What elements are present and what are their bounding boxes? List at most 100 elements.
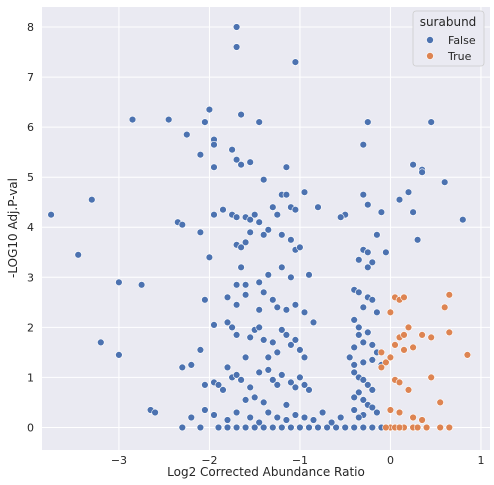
data-point: [350, 343, 358, 352]
data-point: [323, 423, 331, 432]
legend-label-true: True: [447, 50, 472, 63]
data-point: [273, 348, 281, 357]
data-point: [201, 381, 209, 389]
data-point: [395, 423, 404, 432]
data-point: [128, 115, 137, 124]
data-point: [291, 336, 300, 344]
data-point: [241, 291, 250, 299]
data-point: [223, 423, 232, 432]
data-point: [115, 278, 123, 286]
data-point: [364, 118, 372, 126]
data-point: [382, 358, 390, 367]
data-point: [269, 203, 277, 211]
data-point: [364, 381, 372, 389]
data-point: [373, 308, 381, 316]
data-point: [228, 146, 236, 154]
y-tick-label: 0: [27, 421, 34, 434]
data-point: [214, 423, 223, 432]
data-point: [196, 346, 205, 354]
data-point: [291, 301, 300, 309]
data-point: [282, 331, 291, 339]
data-point: [350, 368, 358, 377]
data-point: [355, 288, 363, 296]
x-tick-labels: −3 −2 −1 0 1: [111, 454, 485, 467]
data-point: [305, 423, 313, 432]
data-point: [278, 263, 286, 271]
data-point: [355, 323, 363, 332]
y-tick-label: 4: [27, 221, 34, 234]
data-point: [187, 413, 196, 422]
data-point: [404, 323, 413, 332]
y-axis-label: -LOG10 Adj.P-val: [6, 178, 20, 278]
data-point: [255, 306, 263, 314]
data-point: [400, 331, 408, 339]
data-point: [305, 271, 313, 279]
data-point: [296, 423, 304, 432]
data-point: [264, 408, 272, 417]
data-point: [291, 58, 300, 66]
y-tick-label: 6: [27, 121, 34, 134]
data-point: [255, 218, 263, 226]
data-point: [273, 211, 281, 219]
data-point: [282, 401, 291, 409]
data-point: [350, 423, 358, 432]
data-point: [255, 118, 263, 126]
y-tick-label: 2: [27, 321, 34, 334]
data-point: [395, 408, 404, 417]
data-point: [201, 406, 209, 414]
data-point: [309, 416, 318, 424]
data-point: [409, 413, 417, 422]
data-point: [445, 328, 453, 337]
data-point: [445, 423, 453, 432]
data-point: [260, 336, 268, 344]
data-point: [196, 423, 205, 432]
x-tick-label: −3: [111, 454, 127, 467]
data-point: [400, 293, 408, 301]
data-point: [373, 408, 381, 417]
data-point: [178, 363, 187, 372]
data-point: [223, 363, 232, 372]
data-point: [115, 351, 123, 359]
data-point: [418, 416, 426, 424]
data-point: [386, 353, 395, 362]
data-point: [278, 423, 286, 432]
data-point: [300, 413, 309, 422]
data-point: [246, 333, 254, 342]
legend-marker-true: [426, 52, 434, 60]
data-point: [359, 191, 367, 199]
data-point: [269, 338, 277, 347]
data-point: [350, 316, 358, 324]
data-point: [395, 378, 404, 387]
data-point: [223, 416, 232, 424]
data-point: [282, 416, 291, 424]
data-point: [210, 211, 218, 219]
x-tick-label: 1: [477, 454, 484, 467]
data-point: [269, 296, 277, 304]
data-point: [187, 361, 196, 369]
data-point: [255, 323, 263, 332]
data-point: [260, 288, 268, 296]
y-tick-label: 8: [27, 21, 34, 34]
data-point: [291, 383, 300, 392]
data-point: [264, 353, 272, 362]
series-true: [377, 291, 472, 432]
data-point: [237, 376, 245, 384]
data-point: [296, 346, 304, 354]
data-point: [459, 216, 467, 224]
data-point: [47, 211, 55, 219]
data-point: [377, 208, 386, 216]
data-point: [368, 423, 376, 432]
data-point: [427, 118, 435, 126]
data-points: [47, 23, 472, 432]
data-point: [337, 413, 345, 422]
data-point: [260, 423, 268, 432]
data-point: [232, 301, 241, 309]
data-point: [210, 141, 218, 149]
data-point: [255, 368, 263, 377]
data-point: [232, 423, 241, 432]
data-point: [291, 411, 300, 419]
data-point: [223, 318, 232, 327]
data-point: [237, 263, 245, 271]
data-point: [223, 293, 232, 301]
